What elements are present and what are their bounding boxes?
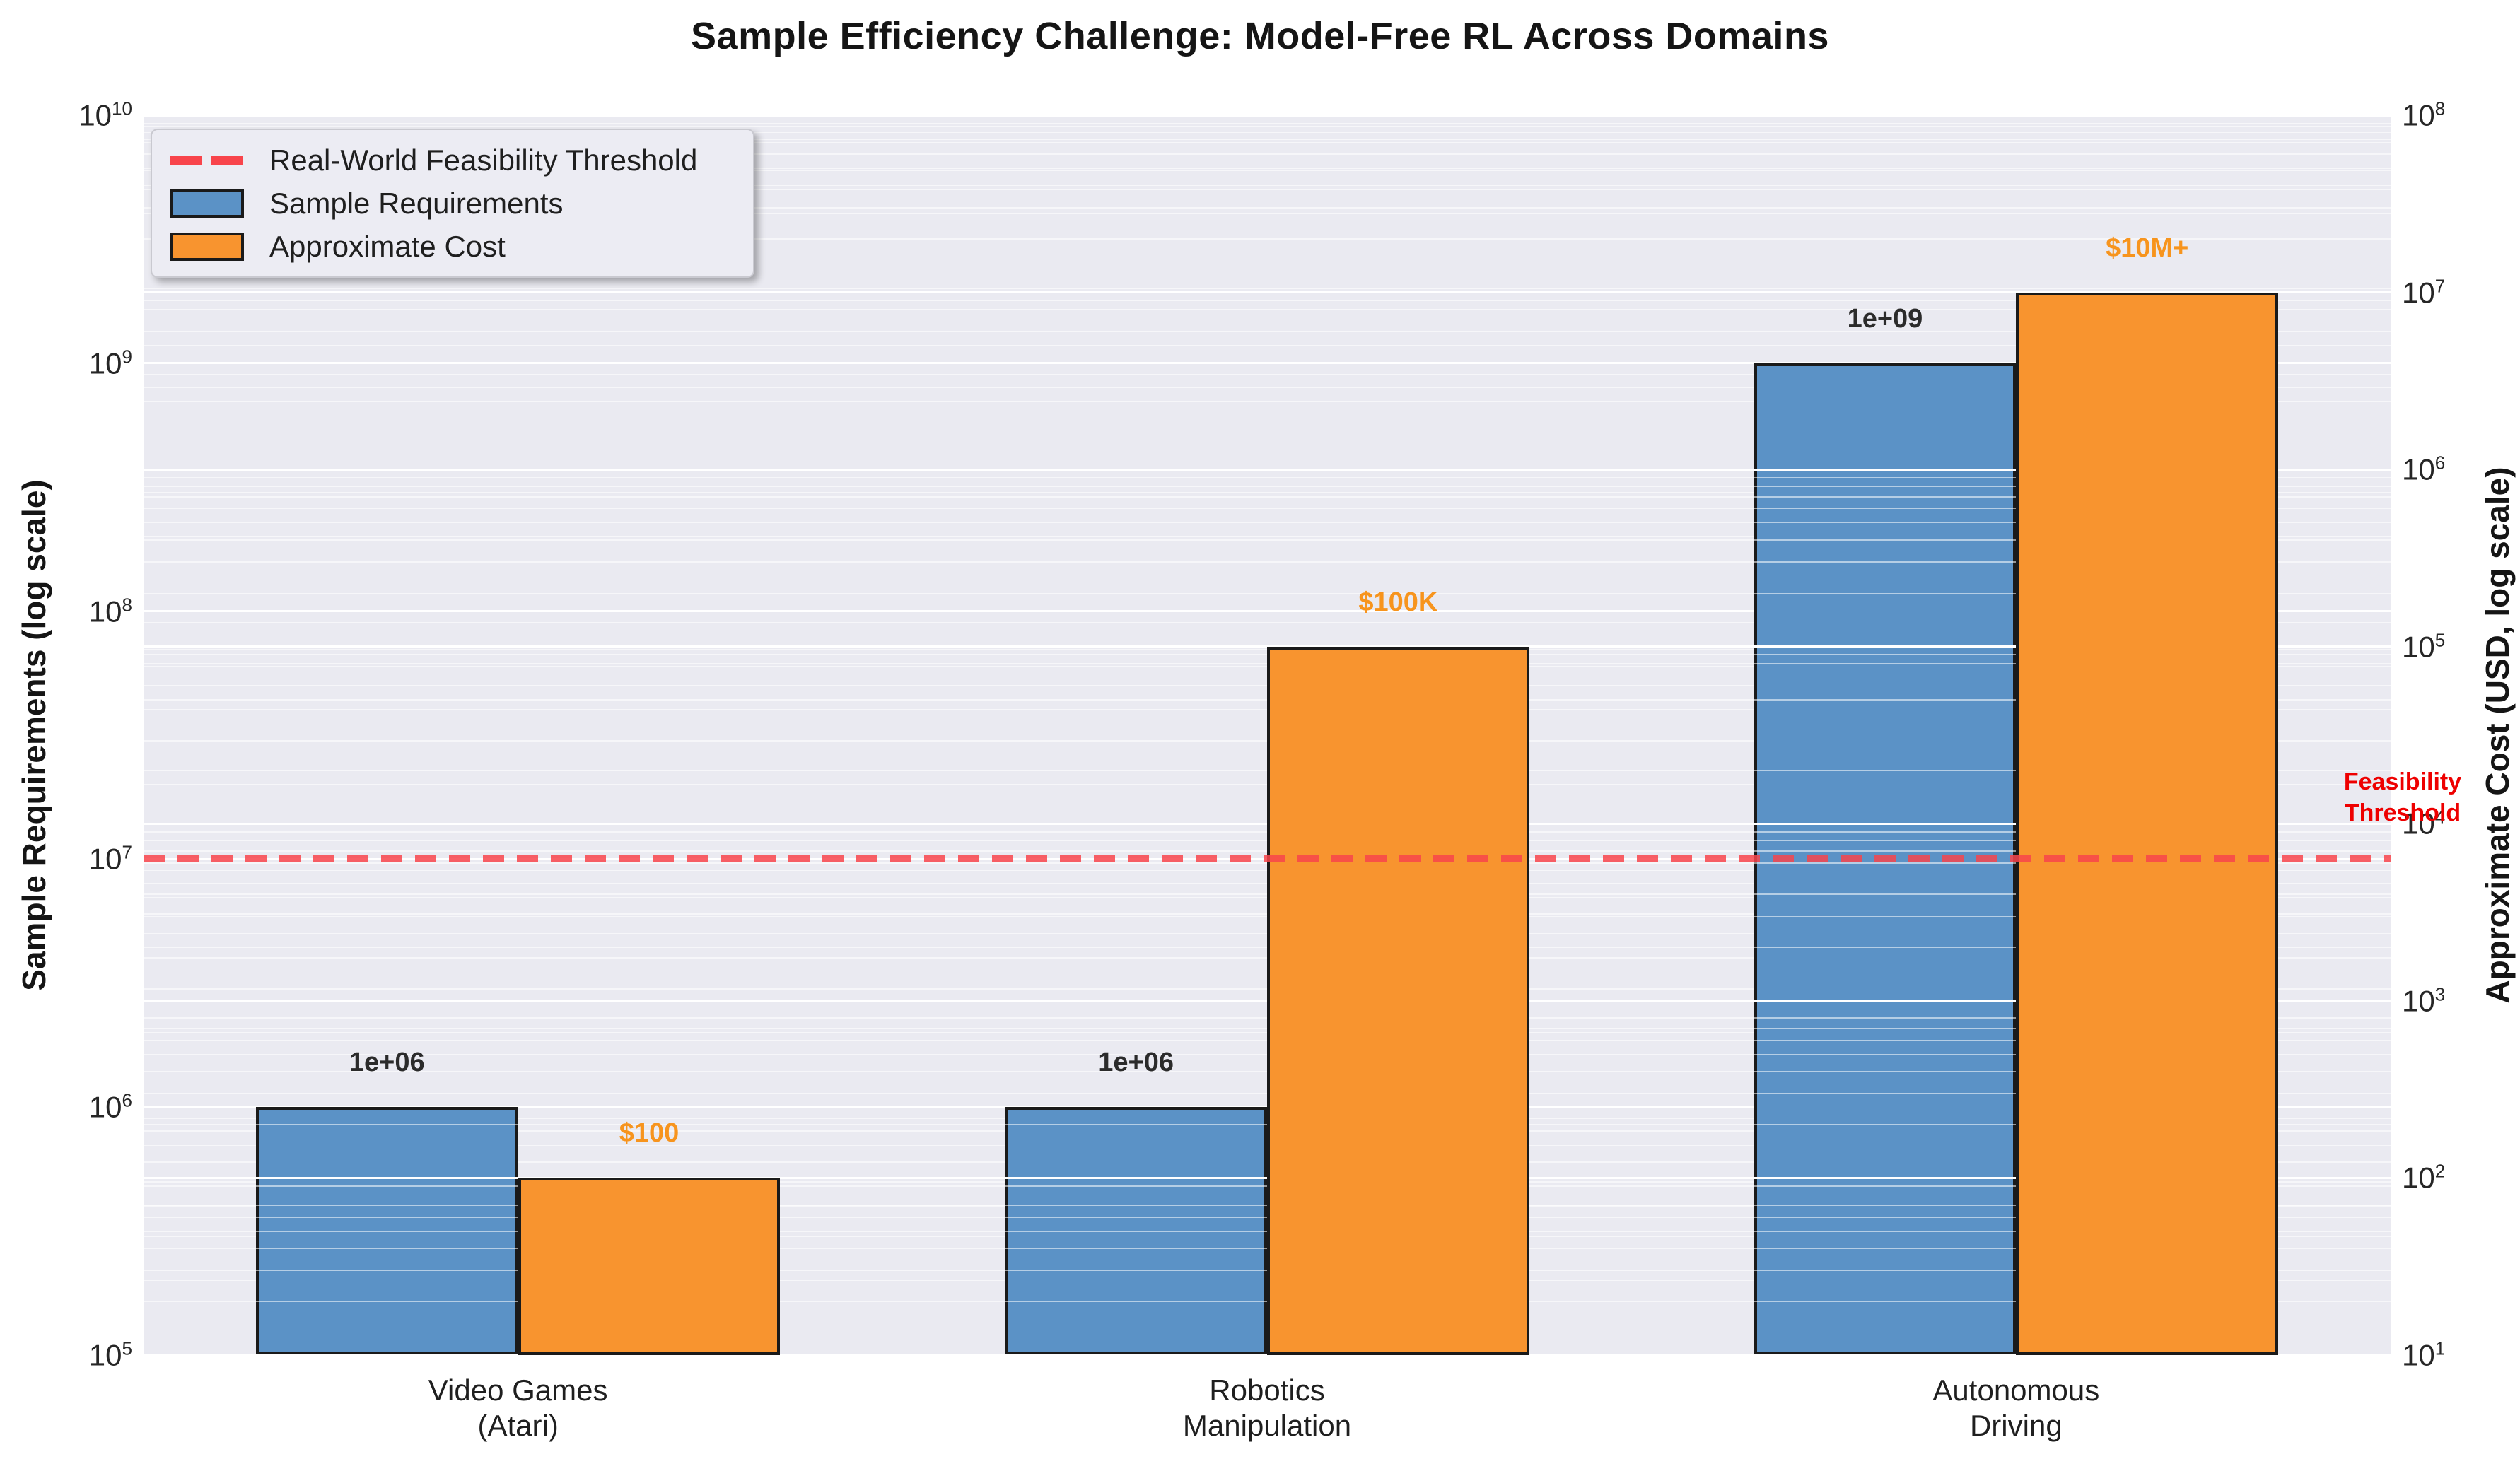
right-minor-gridline [144,476,2391,479]
left-minor-gridline [144,634,2391,636]
y-tick-left-1e7: 107 [88,841,132,876]
x-tick-label-line: (Atari) [477,1409,559,1442]
right-minor-gridline [144,184,2391,187]
left-minor-gridline [144,417,2391,419]
right-minor-gridline [144,142,2391,143]
feasibility-annotation-line1: Feasibility [2343,768,2462,795]
legend-dash-sample [170,156,248,165]
left-minor-gridline [144,437,2391,439]
right-minor-gridline [144,122,2391,124]
y-tick-right-1e4: 104 [2402,806,2446,840]
legend-item-label: Approximate Cost [269,229,506,263]
bar-value-labels-layer: 1e+06 1e+06 1e+09 $100 $100K $10M+ [144,115,2391,1355]
x-tick-label-0: Video Games (Atari) [428,1373,608,1443]
right-minor-gridline [144,131,2391,134]
feasibility-annotation: Feasibility Threshold [2330,766,2475,828]
left-minor-gridline [144,387,2391,388]
left-minor-gridline [144,492,2391,493]
right-minor-gridline [144,309,2391,310]
y-tick-right-1e2: 102 [2402,1160,2446,1195]
right-minor-gridline [144,207,2391,209]
right-major-gridline [144,291,2391,294]
x-tick-label-2: Autonomous Driving [1932,1373,2099,1443]
right-minor-gridline [144,486,2391,488]
left-minor-gridline [144,189,2391,191]
right-minor-gridline [144,384,2391,386]
x-tick-label-line: Video Games [428,1373,608,1407]
cost-bar-1 [1267,646,1529,1355]
left-minor-gridline [144,170,2391,171]
chart-title: Sample Efficiency Challenge: Model-Free … [691,15,1829,57]
right-minor-gridline [144,300,2391,301]
y-tick-left-1e5: 105 [88,1337,132,1372]
legend-item-threshold: Real-World Feasibility Threshold [170,143,735,177]
legend-item-label: Real-World Feasibility Threshold [269,143,698,177]
cost-bar-0 [518,1178,781,1355]
y-tick-right-1e3: 103 [2402,983,2446,1018]
legend-item-label: Sample Requirements [269,186,564,220]
y-tick-left-1e6: 106 [88,1089,132,1124]
sample-bar-label-2: 1e+09 [1847,303,1923,334]
right-minor-gridline [144,539,2391,541]
legend-item-cost: Approximate Cost [170,230,735,264]
left-minor-gridline [144,153,2391,155]
y-tick-left-1e10: 1010 [78,98,132,132]
threshold-line [144,855,2391,863]
sample-bar-label-0: 1e+06 [349,1048,425,1078]
cost-bar-label-2: $10M+ [2106,233,2189,263]
left-minor-gridline [144,126,2391,127]
x-tick-label-1: Robotics Manipulation [1183,1373,1351,1443]
y-tick-right-1e5: 105 [2402,629,2446,664]
y-tick-left-1e9: 109 [88,346,132,380]
y-tick-right-1e7: 107 [2402,275,2446,310]
legend-item-samples: Sample Requirements [170,187,735,221]
left-major-gridline [144,610,2391,613]
right-minor-gridline [144,153,2391,156]
right-minor-gridline [144,362,2391,364]
y-axis-label-left: Sample Requirements (log scale) [16,479,52,991]
cost-bars-layer [144,115,2391,1355]
right-minor-gridline [144,522,2391,524]
left-minor-gridline [144,621,2391,623]
legend-swatch-samples [170,189,244,218]
sample-bar-label-1: 1e+06 [1098,1048,1174,1078]
right-minor-gridline [144,331,2391,332]
x-tick-label-line: Robotics [1209,1373,1325,1407]
left-minor-gridline [144,213,2391,215]
right-minor-gridline [144,496,2391,498]
left-minor-gridline [144,461,2391,463]
left-minor-gridline [144,244,2391,246]
x-tick-label-line: Autonomous [1932,1373,2100,1407]
right-minor-gridline [144,319,2391,321]
left-minor-gridline [144,401,2391,402]
legend-swatch-cost [170,232,244,261]
y-tick-right-1e8: 108 [2402,98,2446,132]
right-major-gridline [144,468,2391,471]
feasibility-annotation-line2: Threshold [2344,799,2461,826]
left-minor-gridline [144,374,2391,375]
right-minor-gridline [144,592,2391,594]
right-minor-gridline [144,561,2391,563]
right-minor-gridline [144,508,2391,510]
cost-bar-label-0: $100 [619,1118,679,1149]
legend: Real-World Feasibility Threshold Sample … [151,129,754,278]
left-minor-gridline [144,536,2391,537]
x-tick-label-line: Manipulation [1182,1409,1352,1442]
y-tick-right-1e1: 101 [2402,1337,2446,1372]
cost-bar-label-1: $100K [1358,587,1438,617]
plot-area: 1e+06 1e+06 1e+09 $100 $100K $10M+ [144,115,2391,1355]
right-major-gridline [144,115,2391,117]
y-tick-right-1e6: 106 [2402,452,2446,486]
left-minor-gridline [144,139,2391,140]
x-tick-label-line: Driving [1969,1409,2063,1442]
left-minor-gridline [144,288,2391,289]
cost-bar-2 [2016,292,2279,1355]
right-minor-gridline [144,168,2391,170]
y-axis-label-right: Approximate Cost (USD, log scale) [2479,467,2516,1004]
right-minor-gridline [144,345,2391,346]
y-tick-left-1e8: 108 [88,594,132,628]
right-minor-gridline [144,238,2391,240]
right-minor-gridline [144,415,2391,417]
